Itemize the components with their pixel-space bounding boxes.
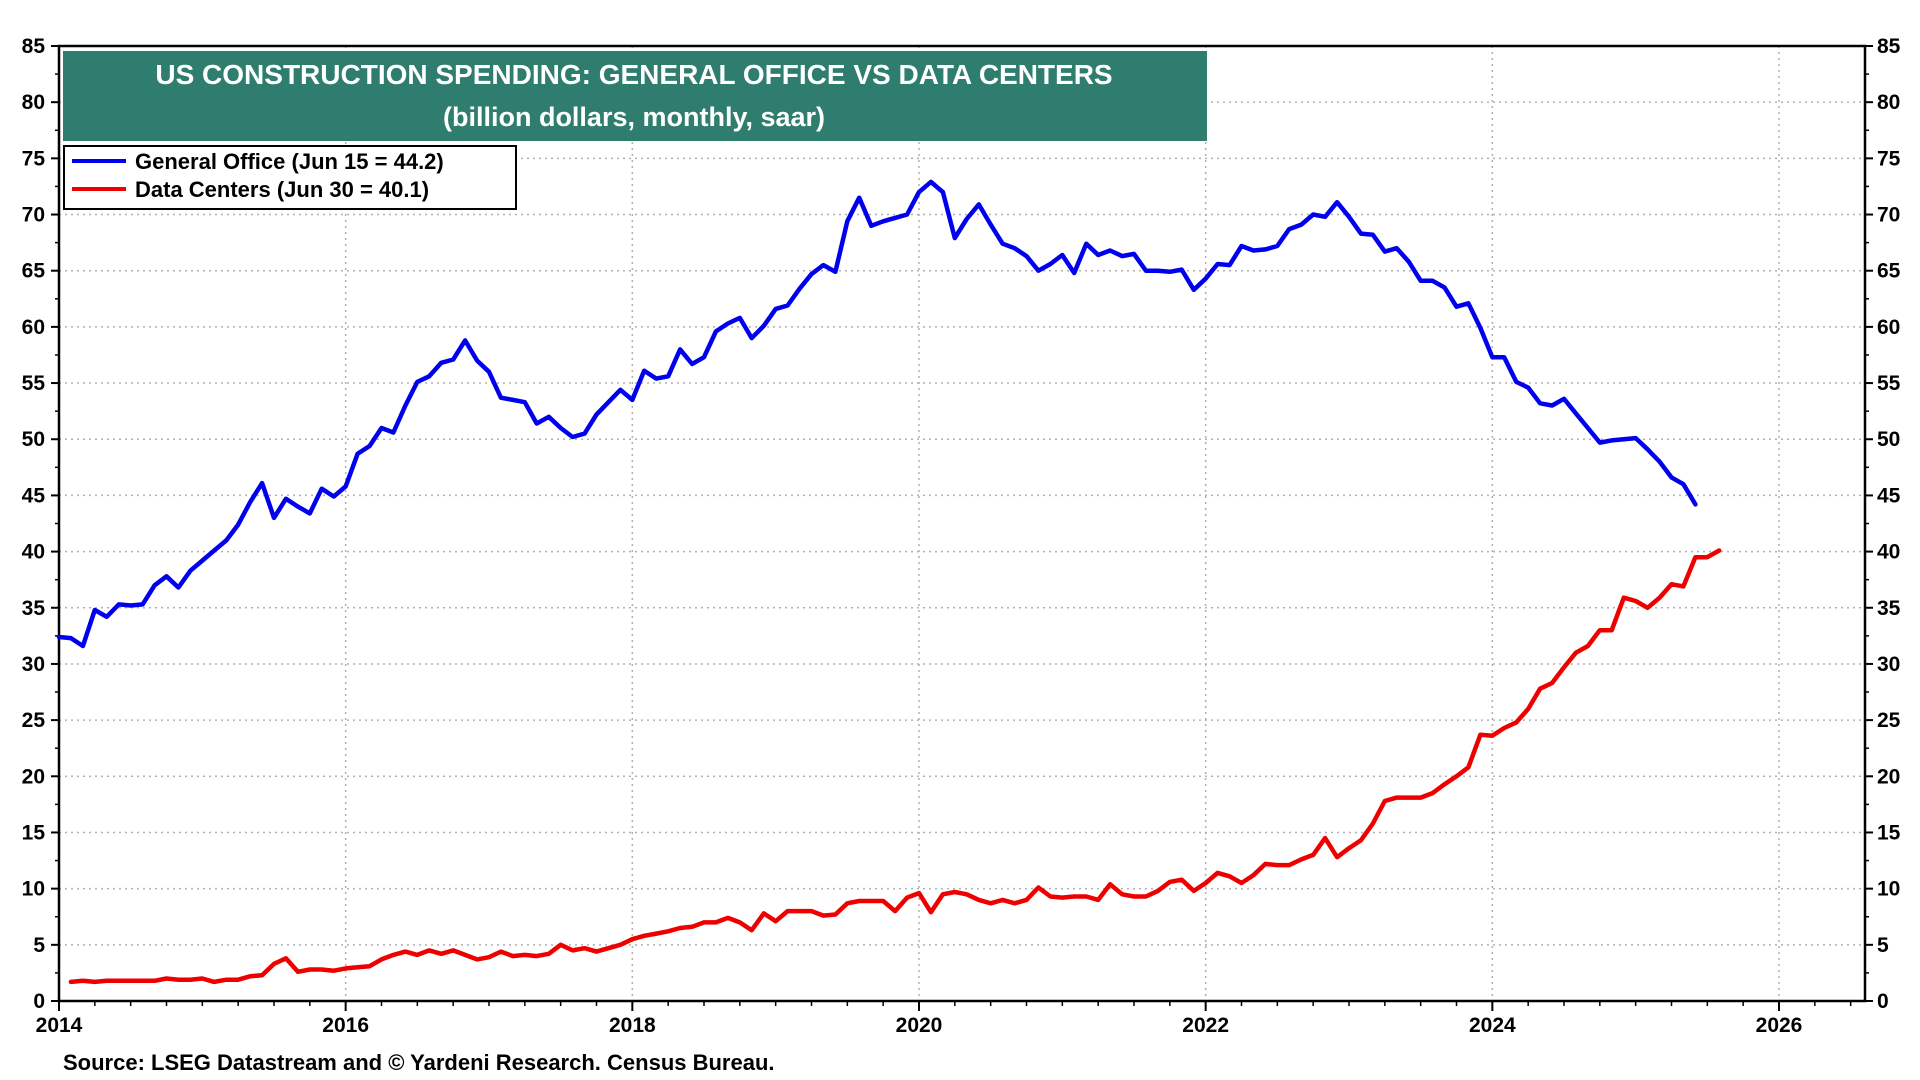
- y-tick-label-right: 5: [1877, 934, 1889, 957]
- y-tick-label-right: 40: [1877, 541, 1900, 564]
- y-tick-label-left: 35: [22, 597, 46, 620]
- chart-subtitle: (billion dollars, monthly, saar): [443, 102, 825, 132]
- legend-label-general-office: General Office (Jun 15 = 44.2): [135, 149, 444, 174]
- x-tick-label: 2016: [322, 1014, 369, 1037]
- y-tick-label-right: 0: [1877, 990, 1889, 1013]
- y-tick-label-right: 30: [1877, 653, 1900, 676]
- y-tick-label-right: 15: [1877, 821, 1901, 844]
- chart-title-background: [63, 51, 1207, 141]
- chart-title-box: US CONSTRUCTION SPENDING: GENERAL OFFICE…: [63, 51, 1207, 141]
- plot-frame: [57, 44, 1867, 1003]
- y-tick-label-right: 50: [1877, 428, 1900, 451]
- legend-label-data-centers: Data Centers (Jun 30 = 40.1): [135, 177, 429, 202]
- y-tick-label-right: 65: [1877, 260, 1901, 283]
- y-tick-label-left: 20: [22, 765, 45, 788]
- y-tick-label-left: 75: [22, 147, 46, 170]
- y-tick-label-left: 60: [22, 316, 45, 339]
- source-note: Source: LSEG Datastream and © Yardeni Re…: [63, 1050, 775, 1075]
- legend-box: [63, 145, 517, 210]
- x-tick-label: 2014: [36, 1014, 83, 1037]
- y-tick-label-left: 80: [22, 91, 45, 114]
- y-tick-label-left: 0: [33, 990, 45, 1013]
- y-tick-label-left: 65: [22, 260, 46, 283]
- x-tick-label: 2026: [1756, 1014, 1803, 1037]
- y-tick-label-right: 20: [1877, 765, 1900, 788]
- series-line-data-centers: [68, 548, 1722, 985]
- y-tick-label-left: 45: [22, 484, 46, 507]
- y-tick-label-left: 40: [22, 541, 45, 564]
- y-tick-label-left: 30: [22, 653, 45, 676]
- y-tick-label-right: 35: [1877, 597, 1901, 620]
- y-tick-label-right: 60: [1877, 316, 1900, 339]
- series-lines: [56, 179, 1722, 985]
- y-tick-label-right: 55: [1877, 372, 1901, 395]
- x-tick-label: 2024: [1469, 1014, 1516, 1037]
- y-tick-label-left: 10: [22, 878, 45, 901]
- legend: General Office (Jun 15 = 44.2) Data Cent…: [63, 145, 517, 210]
- y-tick-label-left: 15: [22, 821, 46, 844]
- y-tick-label-right: 80: [1877, 91, 1900, 114]
- x-tick-label: 2020: [896, 1014, 943, 1037]
- y-tick-label-left: 85: [22, 35, 46, 58]
- y-tick-label-left: 55: [22, 372, 46, 395]
- y-tick-label-right: 75: [1877, 147, 1901, 170]
- x-tick-label: 2022: [1182, 1014, 1229, 1037]
- y-tick-label-right: 85: [1877, 35, 1901, 58]
- chart-title: US CONSTRUCTION SPENDING: GENERAL OFFICE…: [155, 59, 1112, 90]
- y-tick-label-right: 10: [1877, 878, 1900, 901]
- y-tick-label-left: 70: [22, 204, 45, 227]
- y-tick-label-left: 50: [22, 428, 45, 451]
- y-tick-label-left: 25: [22, 709, 46, 732]
- x-tick-label: 2018: [609, 1014, 656, 1037]
- y-tick-label-left: 5: [33, 934, 45, 957]
- y-tick-label-right: 25: [1877, 709, 1901, 732]
- y-tick-label-right: 70: [1877, 204, 1900, 227]
- series-line-general-office: [56, 179, 1698, 649]
- y-tick-label-right: 45: [1877, 484, 1901, 507]
